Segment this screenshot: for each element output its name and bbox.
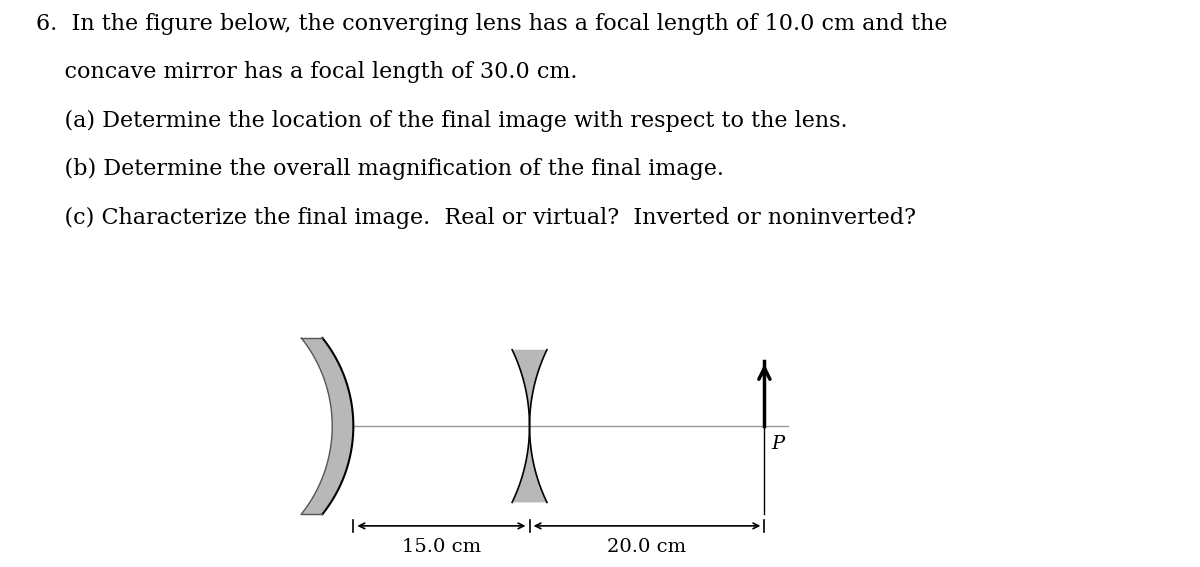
- Polygon shape: [512, 350, 547, 502]
- Text: 20.0 cm: 20.0 cm: [607, 538, 686, 556]
- Text: (c) Characterize the final image.  Real or virtual?  Inverted or noninverted?: (c) Characterize the final image. Real o…: [36, 207, 916, 229]
- Text: 15.0 cm: 15.0 cm: [402, 538, 481, 556]
- Text: 6.  In the figure below, the converging lens has a focal length of 10.0 cm and t: 6. In the figure below, the converging l…: [36, 13, 948, 35]
- Text: P: P: [772, 435, 785, 454]
- Text: (a) Determine the location of the final image with respect to the lens.: (a) Determine the location of the final …: [36, 110, 847, 132]
- Polygon shape: [301, 338, 353, 514]
- Text: concave mirror has a focal length of 30.0 cm.: concave mirror has a focal length of 30.…: [36, 61, 577, 83]
- Text: (b) Determine the overall magnification of the final image.: (b) Determine the overall magnification …: [36, 158, 724, 180]
